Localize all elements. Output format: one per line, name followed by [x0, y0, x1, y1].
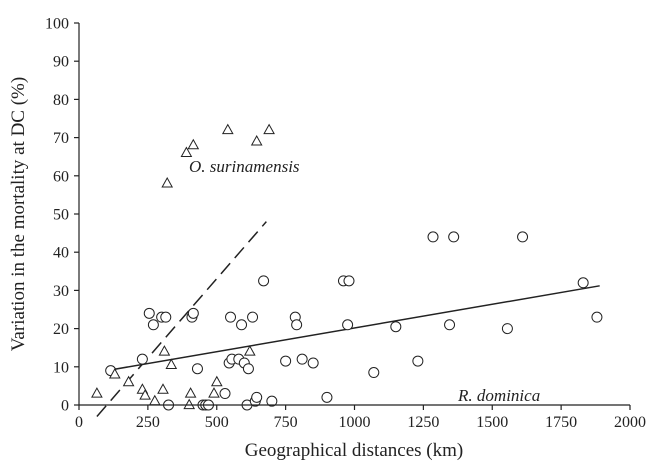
y-tick-label: 50 [53, 207, 69, 224]
x-tick-label: 1000 [339, 414, 371, 431]
circle-point [577, 277, 589, 289]
triangle-point [184, 387, 197, 398]
solid-trend-line [106, 285, 600, 372]
triangle-point [108, 367, 121, 379]
annotation-label: R. dominica [457, 386, 540, 405]
circle-point [343, 275, 355, 287]
ticks: 0 250 500 750 1000 1250 1500 1750 2000 0 10 20 30 40 5… [45, 16, 646, 432]
circle-point [517, 231, 529, 243]
dashed-trend-line [96, 221, 267, 417]
circle-point [291, 319, 303, 331]
y-tick-label: 10 [53, 359, 69, 376]
circle-point [147, 319, 159, 331]
circle-point [368, 367, 380, 379]
triangle-point [165, 358, 178, 369]
triangle-point [243, 345, 256, 356]
circle-point [191, 363, 203, 375]
plot-area [91, 123, 603, 417]
x-tick-label: 1250 [407, 414, 439, 431]
x-tick-label: 0 [75, 414, 83, 431]
y-tick-label: 40 [53, 245, 69, 262]
circle-point [501, 323, 513, 335]
y-tick-label: 60 [53, 168, 69, 185]
triangle-point [180, 146, 193, 157]
triangle-point [161, 176, 174, 188]
triangle-point [263, 123, 275, 135]
circle-point [187, 307, 199, 319]
triangle-point [148, 394, 161, 406]
x-tick-label: 1500 [476, 414, 508, 431]
y-tick-label: 30 [53, 283, 69, 300]
circle-point [160, 311, 172, 323]
triangle-point [187, 138, 200, 150]
circle-point [136, 353, 148, 365]
circle-point [225, 311, 237, 323]
circle-point [143, 307, 155, 319]
triangle-point [183, 398, 196, 410]
triangle-point [210, 375, 223, 387]
x-tick-label: 500 [205, 414, 229, 431]
x-tick-label: 1750 [545, 414, 577, 431]
circle-point [448, 231, 460, 243]
circle-point [412, 355, 424, 367]
circle-point [251, 391, 263, 403]
y-tick-label: 90 [53, 54, 69, 71]
circle-point [247, 311, 259, 323]
x-tick-label: 2000 [614, 414, 646, 431]
circle-point [321, 391, 333, 403]
circle-point [444, 319, 456, 331]
y-tick-label: 100 [45, 16, 69, 33]
y-axis-title: Variation in the mortality at DC (%) [8, 77, 29, 351]
circle-point [296, 353, 308, 365]
annotations: O. surinamensis R. dominica [189, 157, 540, 405]
x-axis-title: Geographical distances (km) [245, 440, 463, 461]
triangle-point [122, 375, 135, 387]
circle-point [427, 231, 439, 243]
y-tick-label: 80 [53, 92, 69, 109]
triangle-point [91, 387, 103, 398]
circle-point [258, 275, 270, 287]
circle-point [236, 319, 248, 331]
x-tick-label: 250 [136, 414, 160, 431]
circle-point [307, 357, 319, 369]
circle-point [591, 311, 603, 323]
y-tick-label: 0 [61, 398, 69, 415]
triangle-point [158, 345, 171, 356]
triangle-point [221, 123, 234, 135]
circle-point [342, 319, 354, 331]
circle-point [280, 355, 292, 367]
triangle-point [250, 134, 263, 146]
y-tick-label: 20 [53, 321, 69, 338]
y-tick-label: 70 [53, 130, 69, 147]
circle-point [242, 363, 254, 375]
axes [78, 23, 630, 406]
annotation-label: O. surinamensis [189, 157, 300, 176]
circle-point [390, 321, 402, 333]
x-tick-label: 750 [274, 414, 298, 431]
circle-point [219, 388, 231, 400]
triangle-point [139, 389, 151, 400]
circle-point [266, 395, 278, 407]
triangle-point [157, 383, 169, 394]
triangle-point [208, 387, 220, 398]
